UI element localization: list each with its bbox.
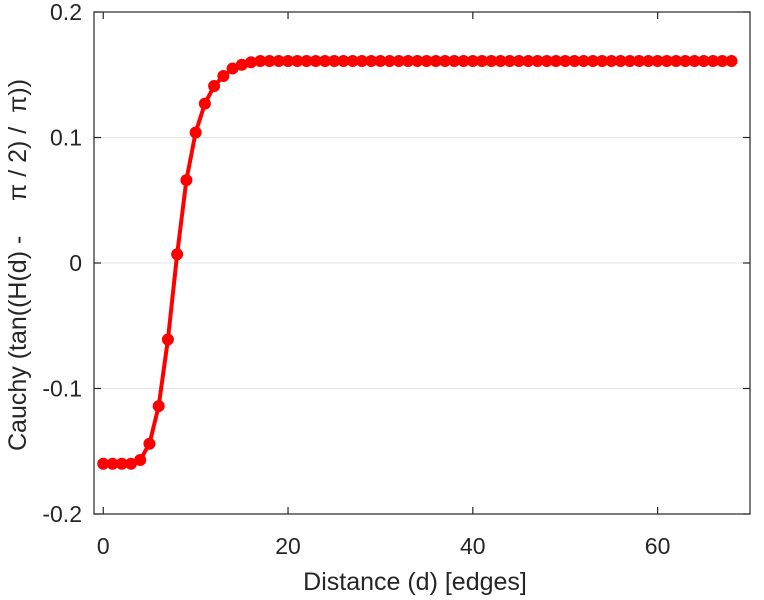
data-point xyxy=(208,80,221,93)
series-line xyxy=(103,58,732,466)
data-point xyxy=(217,70,230,83)
data-point xyxy=(152,400,165,413)
x-tick-label: 20 xyxy=(275,533,301,559)
x-tick-label: 0 xyxy=(97,533,110,559)
y-tick-label: -0.2 xyxy=(42,501,82,527)
y-tick-label: 0.1 xyxy=(50,125,82,151)
data-point xyxy=(171,248,184,261)
data-point xyxy=(161,333,174,346)
axis-ticks: -0.2 -0.1 0 0.1 0.2 0 20 40 60 xyxy=(42,0,750,559)
y-tick-label: 0.2 xyxy=(50,0,82,25)
grid-lines xyxy=(94,137,750,389)
data-point xyxy=(143,437,156,450)
data-point xyxy=(725,54,738,67)
y-axis-label: Cauchy (tan((H(d) - π / 2) / π)) xyxy=(4,79,32,451)
data-point xyxy=(189,126,202,139)
data-point xyxy=(134,454,147,467)
y-tick-label: 0 xyxy=(69,250,82,276)
data-point xyxy=(180,174,193,187)
data-series xyxy=(97,54,738,470)
x-tick-label: 60 xyxy=(645,533,671,559)
y-tick-label: -0.1 xyxy=(42,376,82,402)
data-point xyxy=(198,97,211,110)
x-tick-label: 40 xyxy=(460,533,486,559)
x-axis-label: Distance (d) [edges] xyxy=(303,568,527,596)
